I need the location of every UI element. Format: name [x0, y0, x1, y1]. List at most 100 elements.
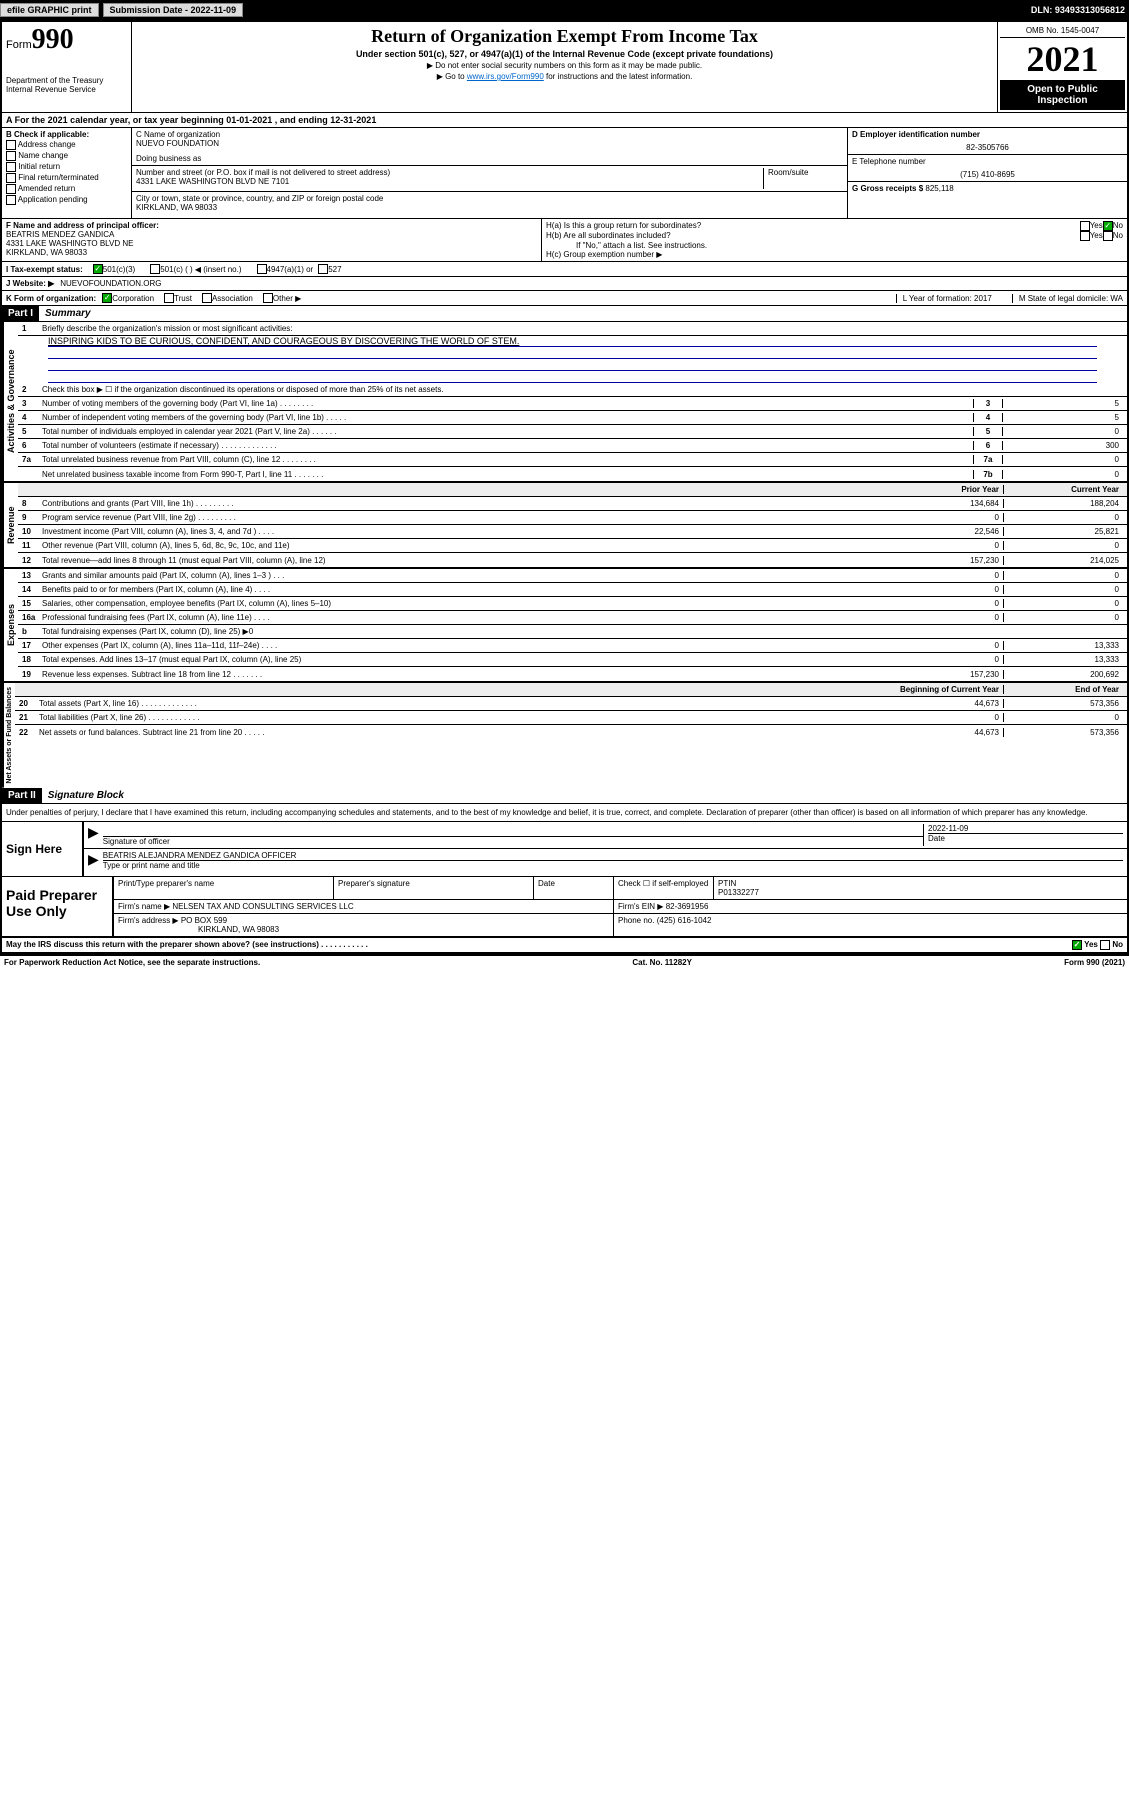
col-prior-year: Prior Year: [883, 485, 1003, 494]
submission-date-button[interactable]: Submission Date - 2022-11-09: [103, 3, 244, 17]
check-other[interactable]: [263, 293, 273, 303]
form-label: Form: [6, 39, 32, 51]
block-bcd: B Check if applicable: Address change Na…: [2, 128, 1127, 219]
sig-name-value: BEATRIS ALEJANDRA MENDEZ GANDICA OFFICER: [103, 851, 1123, 860]
part-ii-header: Part II Signature Block: [2, 788, 1127, 804]
form-note-2: ▶ Go to www.irs.gov/Form990 for instruct…: [136, 72, 993, 81]
prep-self-employed: Check ☐ if self-employed: [614, 877, 714, 899]
summary-line: bTotal fundraising expenses (Part IX, co…: [18, 625, 1127, 639]
discuss-text: May the IRS discuss this return with the…: [6, 940, 368, 950]
prep-name-label: Print/Type preparer's name: [114, 877, 334, 899]
gross-value: 825,118: [925, 184, 953, 193]
phone-value: (715) 410-8695: [852, 170, 1123, 179]
check-527[interactable]: [318, 264, 328, 274]
summary-line: 7aTotal unrelated business revenue from …: [18, 453, 1127, 467]
form-note-1: ▶ Do not enter social security numbers o…: [136, 61, 993, 70]
phone-label: E Telephone number: [852, 157, 1123, 166]
check-application-pending[interactable]: Application pending: [6, 195, 127, 205]
summary-line: 20Total assets (Part X, line 16) . . . .…: [15, 697, 1127, 711]
discuss-no-check[interactable]: [1100, 940, 1110, 950]
summary-line: 16aProfessional fundraising fees (Part I…: [18, 611, 1127, 625]
prep-date-label: Date: [534, 877, 614, 899]
topbar: efile GRAPHIC print Submission Date - 20…: [0, 0, 1129, 20]
ha-label: H(a) Is this a group return for subordin…: [546, 221, 1080, 231]
irs-link[interactable]: www.irs.gov/Form990: [467, 72, 544, 81]
line2-text: Check this box ▶ ☐ if the organization d…: [42, 385, 1123, 394]
group-return: H(a) Is this a group return for subordin…: [542, 219, 1127, 261]
j-value: NUEVOFOUNDATION.ORG: [60, 279, 161, 288]
hb-note: If "No," attach a list. See instructions…: [546, 241, 1123, 250]
check-corporation[interactable]: ✓: [102, 293, 112, 303]
cat-no: Cat. No. 11282Y: [632, 958, 692, 967]
summary-line: 22Net assets or fund balances. Subtract …: [15, 725, 1127, 739]
row-a-tax-year: A For the 2021 calendar year, or tax yea…: [2, 113, 1127, 128]
city-value: KIRKLAND, WA 98033: [136, 203, 843, 212]
tax-year: 2021: [1000, 38, 1125, 80]
vlabel-expenses: Expenses: [2, 569, 18, 681]
prep-phone-label: Phone no.: [618, 916, 654, 925]
address-label: Number and street (or P.O. box if mail i…: [136, 168, 763, 177]
form-title: Return of Organization Exempt From Incom…: [136, 26, 993, 47]
gross-label: G Gross receipts $: [852, 184, 923, 193]
firm-ein-value: 82-3691956: [666, 902, 709, 911]
part-i-title: Summary: [39, 306, 97, 321]
f-addr1: 4331 LAKE WASHINGTO BLVD NE: [6, 239, 537, 248]
page-footer: For Paperwork Reduction Act Notice, see …: [0, 956, 1129, 969]
sig-date-value: 2022-11-09: [928, 824, 1123, 833]
note2-suffix: for instructions and the latest informat…: [544, 72, 693, 81]
column-b: B Check if applicable: Address change Na…: [2, 128, 132, 218]
summary-line: 9Program service revenue (Part VIII, lin…: [18, 511, 1127, 525]
block-fh: F Name and address of principal officer:…: [2, 219, 1127, 262]
dln-label: DLN: 93493313056812: [1031, 5, 1129, 15]
prep-phone-value: (425) 616-1042: [657, 916, 712, 925]
form-ref: Form 990 (2021): [1064, 958, 1125, 967]
check-address-change[interactable]: Address change: [6, 140, 127, 150]
vlabel-revenue: Revenue: [2, 483, 18, 567]
summary-line: Net unrelated business taxable income fr…: [18, 467, 1127, 481]
check-501c[interactable]: [150, 264, 160, 274]
summary-line: 12Total revenue—add lines 8 through 11 (…: [18, 553, 1127, 567]
note2-prefix: ▶ Go to: [437, 72, 467, 81]
check-trust[interactable]: [164, 293, 174, 303]
org-name-label: C Name of organization: [136, 130, 843, 139]
paid-preparer-label: Paid Preparer Use Only: [2, 877, 112, 936]
discuss-yes-check[interactable]: ✓: [1072, 940, 1082, 950]
check-final-return[interactable]: Final return/terminated: [6, 173, 127, 183]
check-association[interactable]: [202, 293, 212, 303]
address-value: 4331 LAKE WASHINGTON BLVD NE 7101: [136, 177, 763, 186]
form-number: 990: [32, 24, 74, 55]
prep-sig-label: Preparer's signature: [334, 877, 534, 899]
line1-text: Briefly describe the organization's miss…: [42, 324, 1123, 333]
discuss-row: May the IRS discuss this return with the…: [2, 938, 1127, 954]
form-subtitle: Under section 501(c), 527, or 4947(a)(1)…: [136, 49, 993, 59]
summary-line: 21Total liabilities (Part X, line 26) . …: [15, 711, 1127, 725]
summary-line: 10Investment income (Part VIII, column (…: [18, 525, 1127, 539]
check-name-change[interactable]: Name change: [6, 151, 127, 161]
check-501c3[interactable]: ✓: [93, 264, 103, 274]
firm-name-label: Firm's name ▶: [118, 902, 170, 911]
check-amended-return[interactable]: Amended return: [6, 184, 127, 194]
sig-name-label: Type or print name and title: [103, 860, 1123, 870]
summary-section-net-assets: Net Assets or Fund Balances Beginning of…: [2, 683, 1127, 788]
column-c: C Name of organization NUEVO FOUNDATION …: [132, 128, 847, 218]
summary-line: 18Total expenses. Add lines 13–17 (must …: [18, 653, 1127, 667]
summary-line: 5Total number of individuals employed in…: [18, 425, 1127, 439]
col-b-title: B Check if applicable:: [6, 130, 127, 139]
sign-here-block: Sign Here ▶ Signature of officer 2022-11…: [2, 821, 1127, 877]
firm-ein-label: Firm's EIN ▶: [618, 902, 663, 911]
inspection-label: Open to Public Inspection: [1000, 80, 1125, 110]
paid-preparer-block: Paid Preparer Use Only Print/Type prepar…: [2, 877, 1127, 938]
check-initial-return[interactable]: Initial return: [6, 162, 127, 172]
summary-line: 19Revenue less expenses. Subtract line 1…: [18, 667, 1127, 681]
part-ii-title: Signature Block: [42, 788, 130, 803]
signature-declaration: Under penalties of perjury, I declare th…: [2, 804, 1127, 821]
col-begin-year: Beginning of Current Year: [883, 685, 1003, 694]
firm-addr-value: PO BOX 599: [181, 916, 227, 925]
firm-city-value: KIRKLAND, WA 98083: [118, 925, 609, 934]
form-header: Form990 Department of the Treasury Inter…: [2, 22, 1127, 113]
check-4947[interactable]: [257, 264, 267, 274]
part-ii-label: Part II: [2, 788, 42, 803]
org-name-value: NUEVO FOUNDATION: [136, 139, 843, 148]
efile-print-button[interactable]: efile GRAPHIC print: [0, 3, 99, 17]
department-label: Department of the Treasury Internal Reve…: [6, 76, 127, 94]
